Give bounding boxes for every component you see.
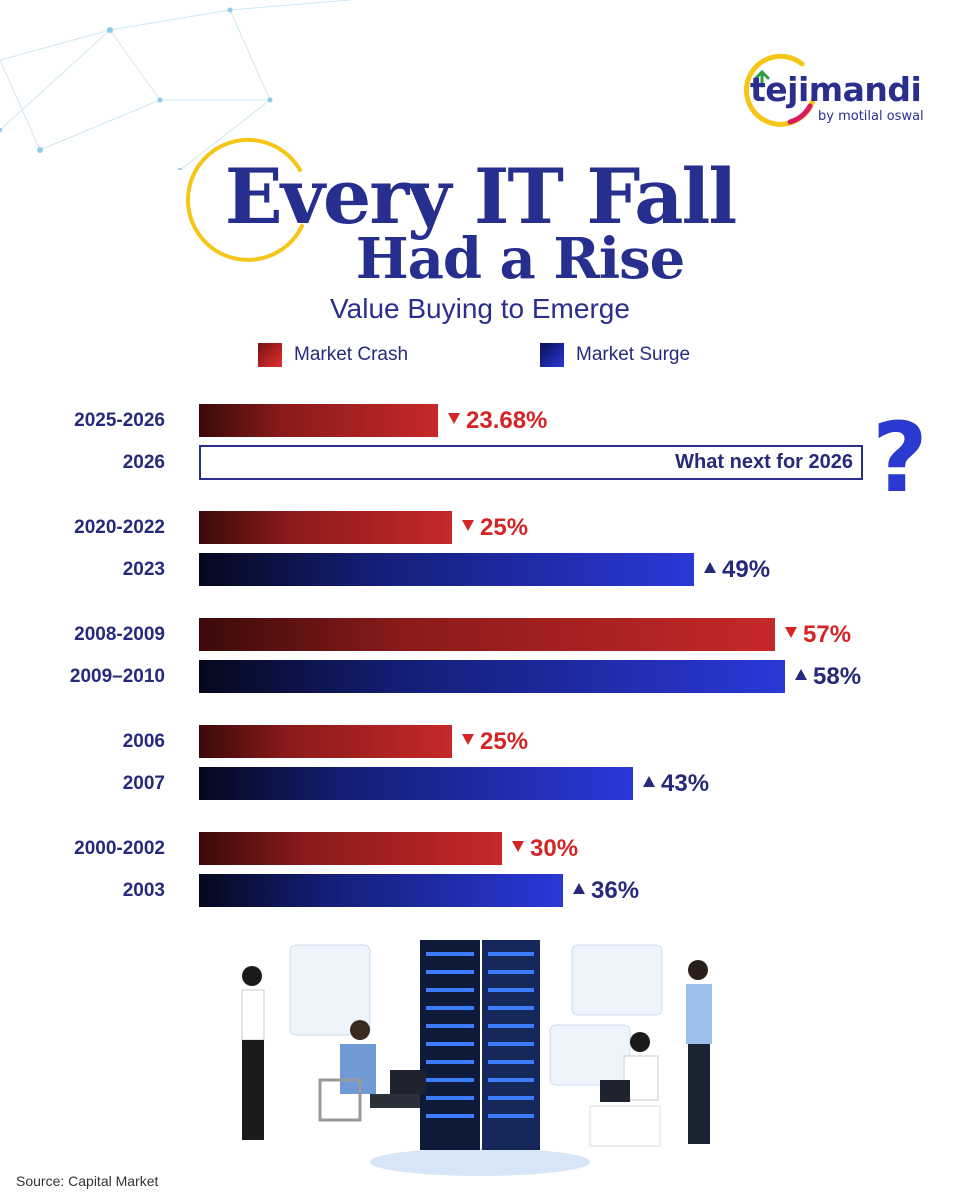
- bar-value-label: 25%: [462, 727, 528, 757]
- bar-period-label: 2025-2026: [74, 410, 165, 431]
- bar-surge: [199, 553, 694, 586]
- brand-name: tejimandi: [750, 70, 922, 109]
- title-ring-icon: [186, 137, 304, 262]
- bar-period-label: 2009–2010: [69, 666, 165, 687]
- server-rack-icon: [420, 940, 540, 1150]
- bar-value-label: 43%: [643, 769, 709, 799]
- bar-crash: [199, 404, 438, 437]
- page-title-line-1: Every IT Fall: [224, 152, 737, 241]
- up-triangle-icon: [643, 776, 655, 788]
- person-standing-right-icon: [686, 960, 712, 1144]
- down-triangle-icon: [462, 520, 474, 532]
- bar-value-label: 25%: [462, 513, 528, 543]
- bar-surge: [199, 660, 785, 693]
- legend-swatch-crash: [258, 343, 282, 367]
- bar-crash: [199, 511, 452, 544]
- question-mark-icon: ?: [872, 402, 928, 514]
- bar-value-label: 49%: [704, 555, 770, 585]
- bar-value-label: 57%: [785, 620, 851, 650]
- bar-surge: [199, 767, 633, 800]
- page-subtitle: Value Buying to Emerge: [330, 293, 630, 324]
- bar-period-label: 2023: [122, 559, 165, 580]
- bar-crash: [199, 832, 502, 865]
- bar-value-label: 30%: [512, 834, 578, 864]
- server-team-illustration: [241, 940, 712, 1176]
- logo-ring-icon: [743, 53, 817, 127]
- bar-period-label: 2026: [122, 452, 165, 473]
- down-triangle-icon: [785, 627, 797, 639]
- bar-period-label: 2000-2002: [74, 838, 165, 859]
- bar-period-label: 2020-2022: [74, 517, 165, 538]
- bar-crash: [199, 725, 452, 758]
- network-decoration: [0, 0, 351, 170]
- bar-value-label: 36%: [573, 876, 639, 906]
- bar-period-label: 2008-2009: [74, 624, 165, 645]
- up-triangle-icon: [704, 562, 716, 574]
- legend-label-crash: Market Crash: [294, 344, 409, 365]
- brand-byline: by motilal oswal: [818, 109, 924, 124]
- what-next-text: What next for 2026: [675, 451, 853, 473]
- person-standing-left-icon: [241, 966, 265, 1140]
- down-triangle-icon: [462, 734, 474, 746]
- bar-period-label: 2006: [122, 731, 165, 752]
- bar-crash: [199, 618, 775, 651]
- person-seated-right-icon: [589, 1032, 661, 1147]
- page-title-line-2: Had a Rise: [355, 226, 686, 292]
- what-next-box: What next for 2026: [199, 445, 863, 480]
- up-triangle-icon: [573, 883, 585, 895]
- bar-value-label: 58%: [795, 662, 861, 692]
- legend-label-surge: Market Surge: [576, 344, 691, 365]
- chart-legend: Market Crash Market Surge: [0, 340, 960, 370]
- down-triangle-icon: [448, 413, 460, 425]
- up-triangle-icon: [795, 669, 807, 681]
- bar-period-label: 2007: [122, 773, 165, 794]
- bar-surge: [199, 874, 563, 907]
- bar-period-label: 2003: [122, 880, 165, 901]
- legend-swatch-surge: [540, 343, 564, 367]
- brand-logo: tejimandi by motilal oswal: [740, 52, 940, 142]
- person-seated-laptop-icon: [318, 1020, 426, 1122]
- down-triangle-icon: [512, 841, 524, 853]
- source-note: Source: Capital Market: [16, 1173, 159, 1189]
- bar-value-label: 23.68%: [448, 406, 547, 436]
